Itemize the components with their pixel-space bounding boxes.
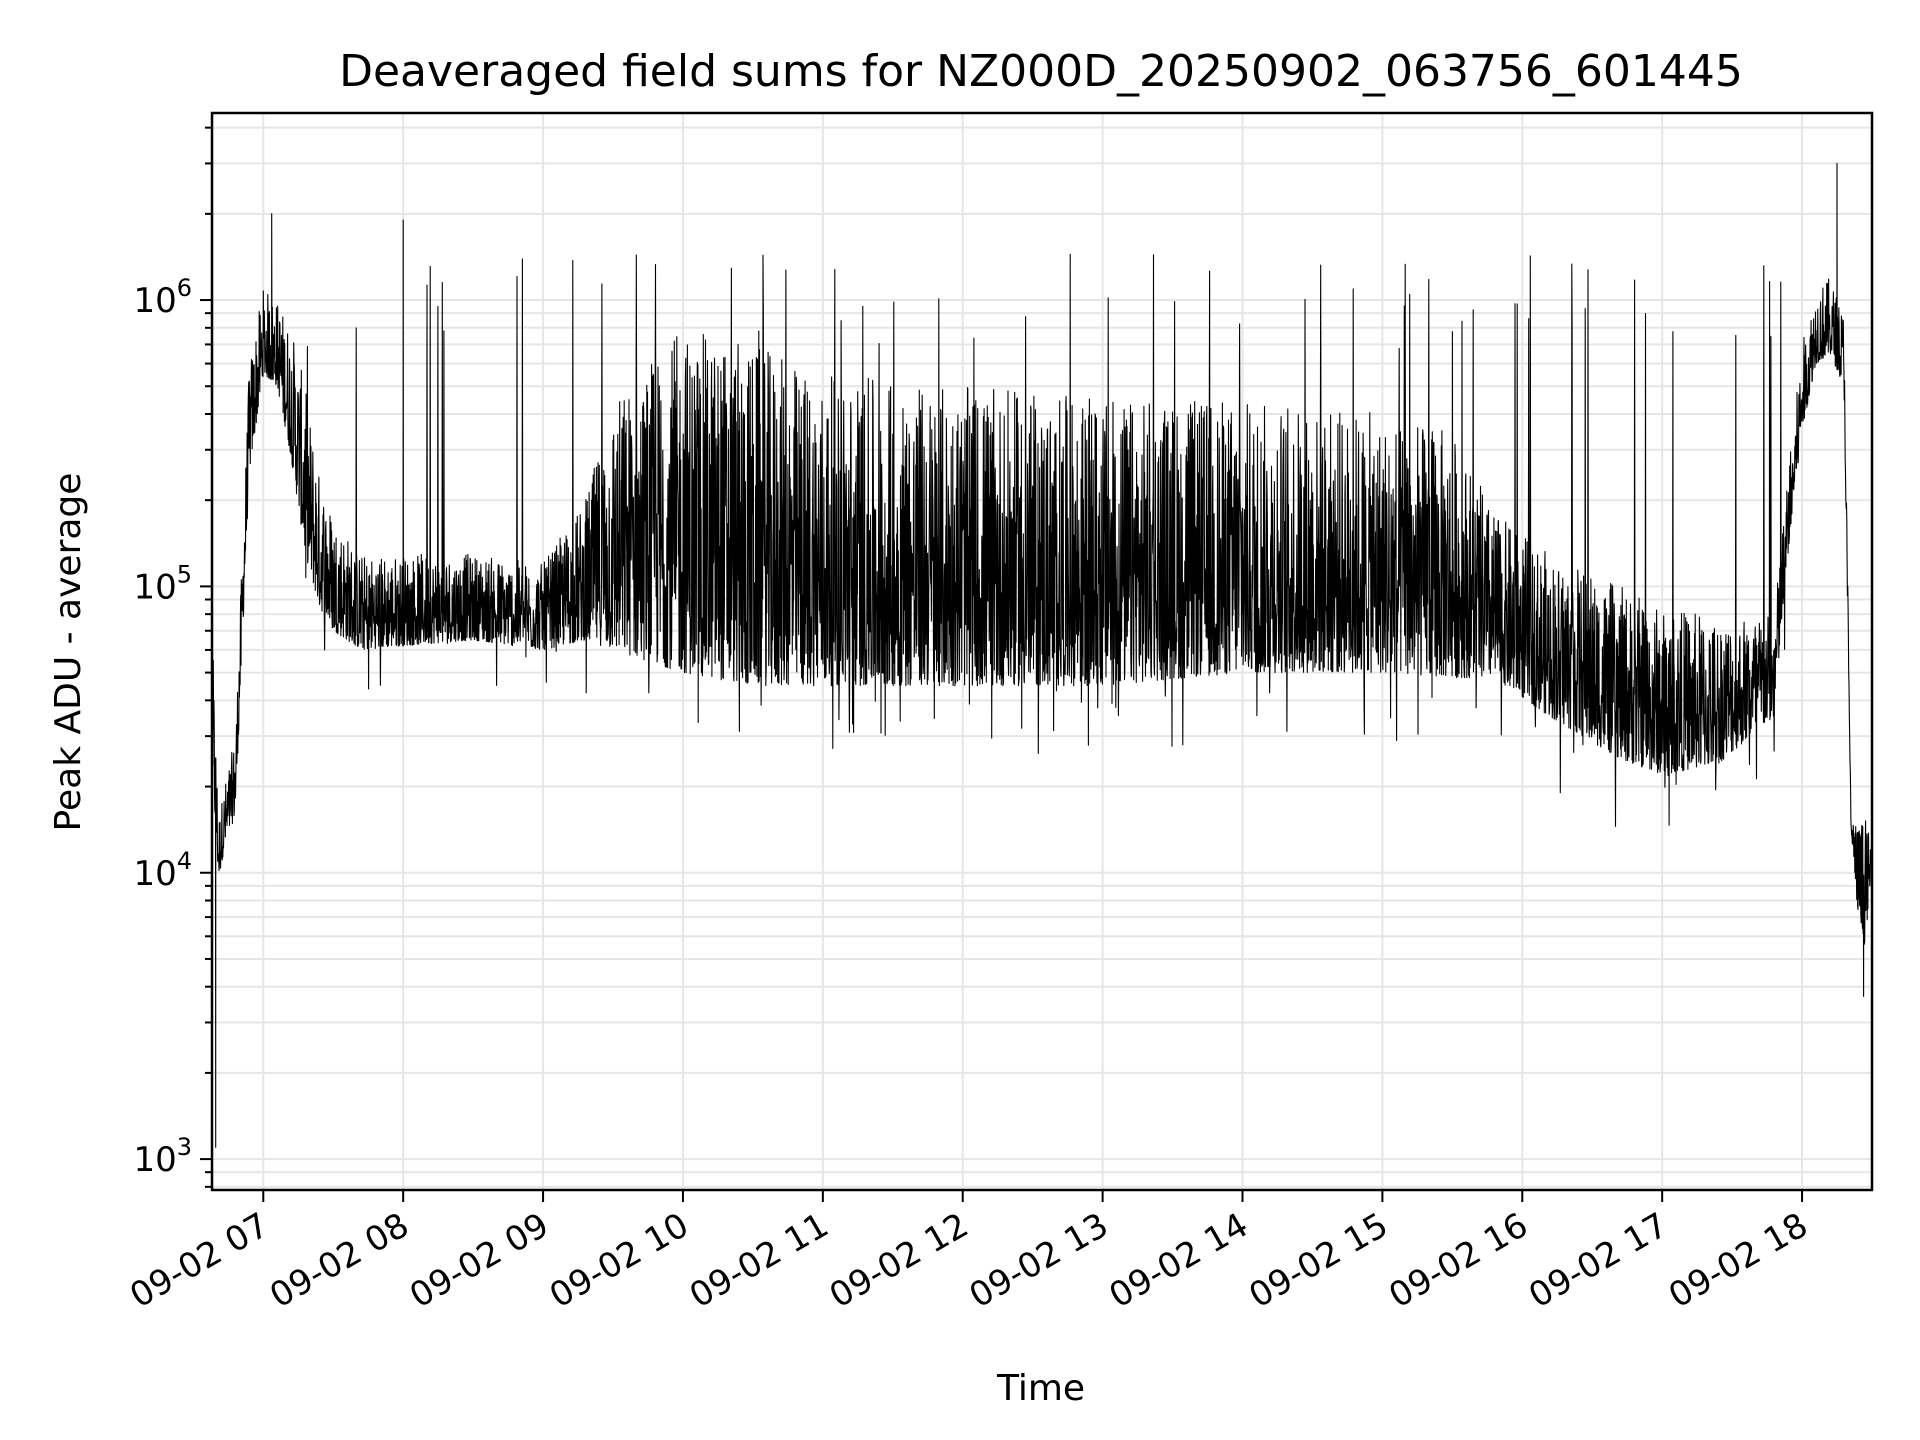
y-axis: 103 104 105 106 (133, 126, 212, 1188)
series-layer (212, 162, 1873, 1148)
x-tick-label: 09-02 16 (1382, 1205, 1534, 1316)
y-axis-label: Peak ADU - average (48, 473, 89, 832)
x-tick-label: 09-02 07 (123, 1205, 275, 1316)
x-tick-label: 09-02 11 (683, 1205, 835, 1316)
x-tick-label: 09-02 08 (263, 1205, 415, 1316)
x-tick-label: 09-02 13 (963, 1205, 1115, 1316)
y-tick-label: 106 (133, 274, 192, 321)
y-tick-label: 104 (133, 847, 192, 894)
x-tick-label: 09-02 12 (823, 1205, 975, 1316)
x-tick-label: 09-02 18 (1662, 1205, 1814, 1316)
y-tick-label: 105 (133, 560, 192, 607)
x-axis-label: Time (996, 1368, 1085, 1409)
series-line (212, 162, 1873, 1148)
x-tick-label: 09-02 10 (543, 1205, 695, 1316)
grid-layer (212, 113, 1872, 1190)
chart-title: Deaveraged field sums for NZ000D_2025090… (339, 46, 1743, 97)
x-tick-label: 09-02 15 (1242, 1205, 1394, 1316)
x-tick-label: 09-02 09 (403, 1205, 555, 1316)
x-tick-label: 09-02 17 (1522, 1205, 1674, 1316)
y-tick-label: 103 (133, 1133, 192, 1180)
x-tick-label: 09-02 14 (1103, 1205, 1255, 1316)
plot-frame (210, 111, 1874, 1192)
